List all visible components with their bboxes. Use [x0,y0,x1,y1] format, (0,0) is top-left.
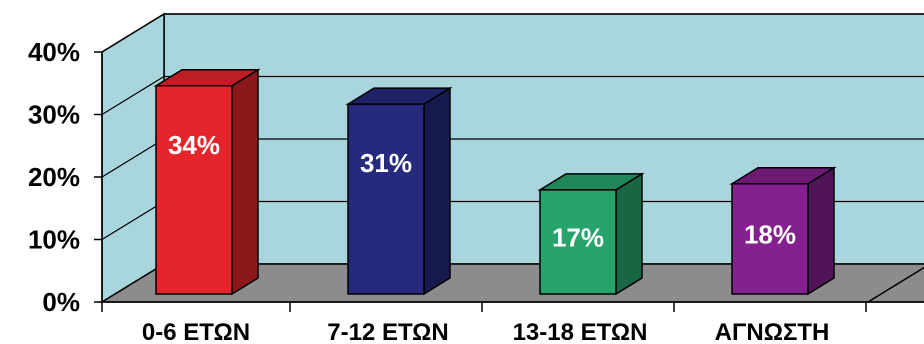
bar-side [231,68,259,296]
y-tick-label: 30% [28,100,80,130]
x-tick-label: 7-12 ΕΤΩΝ [327,319,449,344]
x-tick-label: 0-6 ΕΤΩΝ [142,319,250,344]
data-label: 18% [744,219,796,249]
bar [539,189,617,295]
bar-side [423,86,451,296]
x-tick-label: 13-18 ΕΤΩΝ [513,319,648,344]
bar-side [807,166,835,296]
x-tick-label: ΑΓΝΩΣΤΗ [715,319,830,344]
y-tick-label: 20% [28,162,80,192]
data-label: 31% [360,148,412,178]
gridline [101,13,924,53]
data-label: 34% [168,130,220,160]
y-tick-label: 0% [42,287,80,317]
data-label: 17% [552,223,604,253]
bar-side [615,172,643,296]
bar [731,183,809,295]
y-tick-label: 10% [28,225,80,255]
bar [155,85,233,295]
floor-right-edge [867,266,924,303]
y-tick-label: 40% [28,37,80,67]
bar [347,103,425,295]
gridline [101,75,924,116]
